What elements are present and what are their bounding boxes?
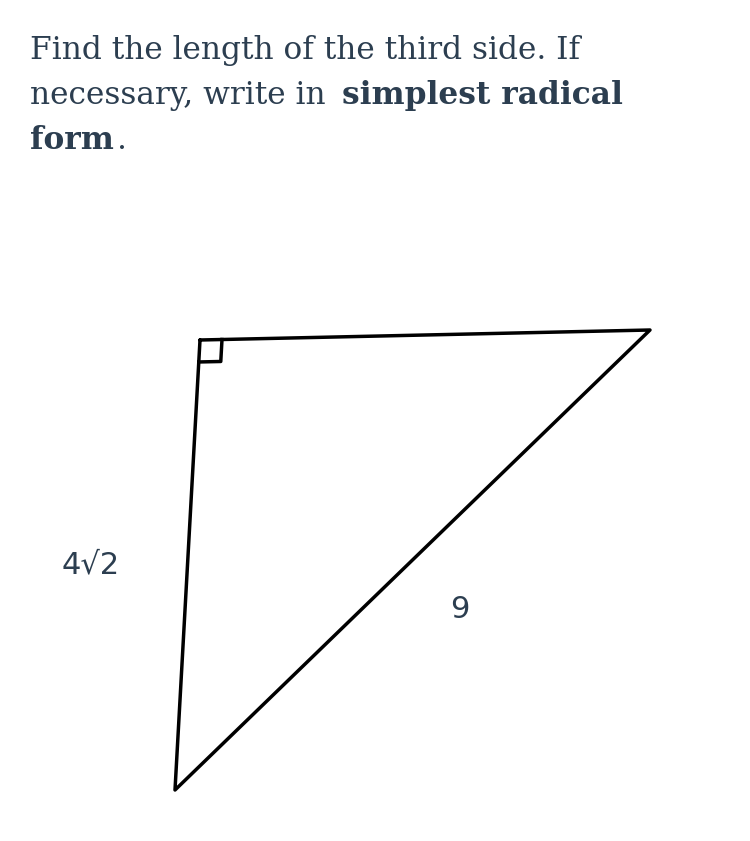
Text: simplest radical: simplest radical: [342, 80, 622, 111]
Text: necessary, write in: necessary, write in: [30, 80, 335, 111]
Text: form: form: [30, 125, 114, 156]
Text: 9: 9: [450, 595, 470, 625]
Text: Find the length of the third side. If: Find the length of the third side. If: [30, 35, 580, 66]
Text: .: .: [117, 125, 127, 156]
Text: 4√2: 4√2: [62, 551, 120, 579]
